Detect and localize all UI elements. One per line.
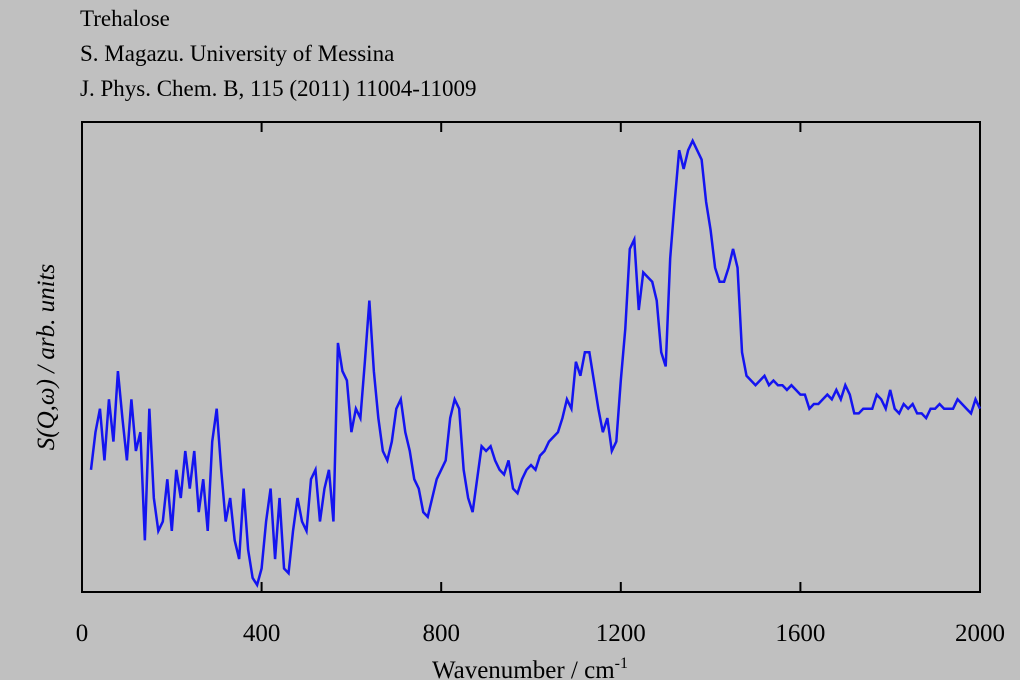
x-tick-label: 1600 xyxy=(775,620,825,647)
x-axis-label: Wavenumber / cm-1 xyxy=(432,655,628,680)
x-tick-label: 1200 xyxy=(596,620,646,647)
title-line: Trehalose xyxy=(80,6,170,31)
x-tick-label: 800 xyxy=(422,620,460,647)
y-axis-label: S(Q,ω) / arb. units xyxy=(33,264,60,450)
plot-frame xyxy=(81,121,981,593)
x-axis-label-sup: -1 xyxy=(615,655,628,672)
x-axis-label-text: Wavenumber / cm xyxy=(432,657,615,680)
x-tick-label: 2000 xyxy=(955,620,1005,647)
x-tick-label: 400 xyxy=(243,620,281,647)
title-line: J. Phys. Chem. B, 115 (2011) 11004-11009 xyxy=(80,76,477,101)
x-tick-label: 0 xyxy=(76,620,89,647)
spectrum-line xyxy=(89,137,982,589)
title-line: S. Magazu. University of Messina xyxy=(80,41,394,66)
